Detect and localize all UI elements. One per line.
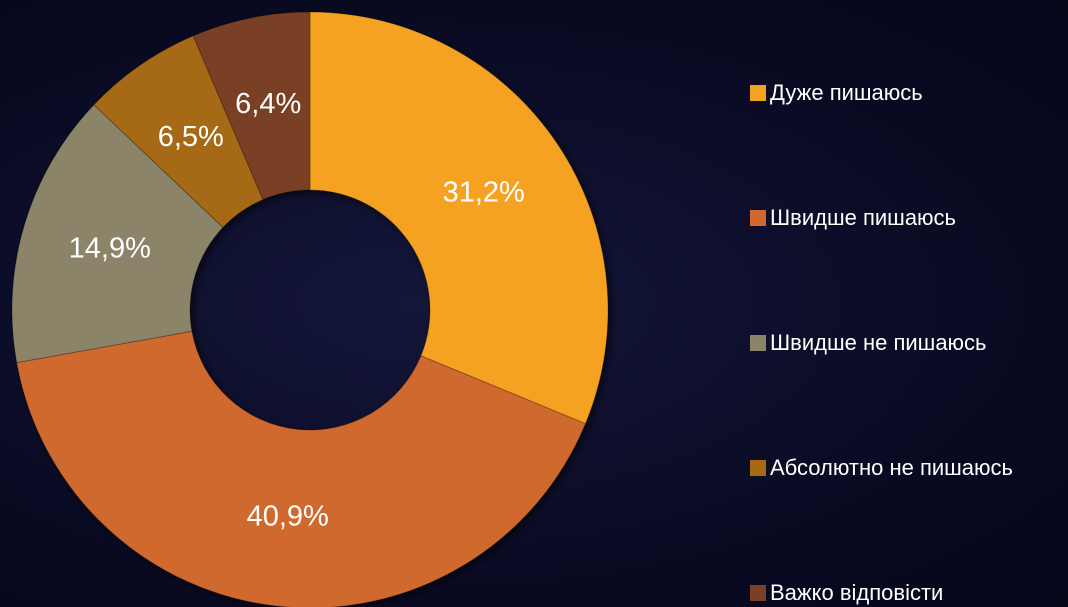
legend-swatch xyxy=(750,585,766,601)
slice xyxy=(11,104,224,364)
data-label: 31,2% xyxy=(443,176,525,208)
legend-swatch xyxy=(750,210,766,226)
data-label: 40,9% xyxy=(247,500,329,532)
data-label: 6,4% xyxy=(235,88,301,120)
slice xyxy=(309,11,609,425)
legend-label: Швидше пишаюсь xyxy=(770,205,956,230)
data-label: 14,9% xyxy=(69,233,151,265)
legend-label: Швидше не пишаюсь xyxy=(770,330,987,355)
slice xyxy=(16,330,587,607)
slice xyxy=(192,11,311,201)
legend-label: Абсолютно не пишаюсь xyxy=(770,455,1013,480)
legend-swatch xyxy=(750,460,766,476)
legend-swatch xyxy=(750,335,766,351)
legend-label: Важко відповісти xyxy=(770,580,943,605)
legend-swatch xyxy=(750,85,766,101)
data-label: 6,5% xyxy=(158,121,224,153)
legend-label: Дуже пишаюсь xyxy=(770,80,923,105)
